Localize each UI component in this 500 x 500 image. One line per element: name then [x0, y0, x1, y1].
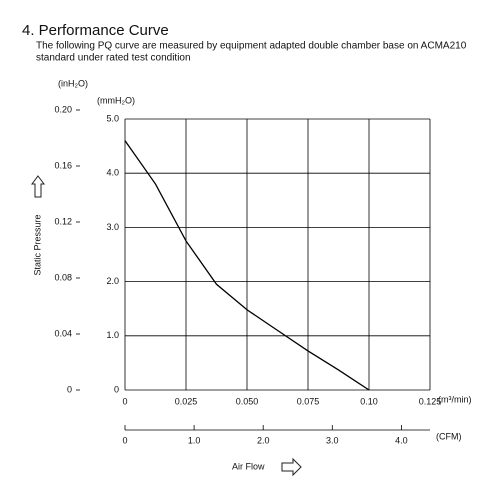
subtitle: standard under rated test condition — [36, 53, 191, 64]
y-tick-label: 4.0 — [106, 168, 119, 178]
x-tick-label: 0.10 — [360, 396, 378, 406]
x2-unit: (CFM) — [436, 431, 462, 441]
pq-curve — [124, 140, 370, 391]
x-tick-label: 0.025 — [175, 396, 198, 406]
y2-tick-label: 0 — [67, 384, 72, 394]
x-axis-label: Air Flow — [232, 461, 265, 471]
y2-tick-label: 0.16 — [54, 160, 72, 170]
x2-tick-label: 2.0 — [257, 435, 270, 445]
y-tick-label: 2.0 — [106, 276, 119, 286]
x-unit: (m³/min) — [438, 394, 472, 404]
y-tick-label: 0 — [114, 384, 119, 394]
x-tick-label: 0.050 — [236, 396, 259, 406]
y-tick-label: 1.0 — [106, 330, 119, 340]
y-unit: (mmH₂O) — [97, 95, 135, 105]
x2-tick-label: 3.0 — [326, 435, 339, 445]
y2-tick-label: 0.12 — [54, 216, 72, 226]
x2-tick-label: 0 — [122, 435, 127, 445]
y2-tick-label: 0.08 — [54, 272, 72, 282]
y2-tick-label: 0.20 — [54, 104, 72, 114]
y-tick-label: 5.0 — [106, 113, 119, 123]
y2-tick-label: 0.04 — [54, 328, 72, 338]
x-tick-label: 0 — [122, 396, 127, 406]
x-tick-label: 0.125 — [419, 396, 442, 406]
right-arrow-icon — [281, 457, 302, 477]
x2-tick-label: 1.0 — [188, 435, 201, 445]
y-axis-label: Static Pressure — [32, 214, 42, 275]
up-arrow-icon — [31, 175, 45, 198]
chart-title: 4. Performance Curve — [22, 22, 169, 39]
y2-unit: (inH₂O) — [58, 78, 88, 88]
subtitle: The following PQ curve are measured by e… — [36, 41, 467, 52]
y-tick-label: 3.0 — [106, 222, 119, 232]
x2-tick-label: 4.0 — [395, 435, 408, 445]
x-tick-label: 0.075 — [297, 396, 320, 406]
